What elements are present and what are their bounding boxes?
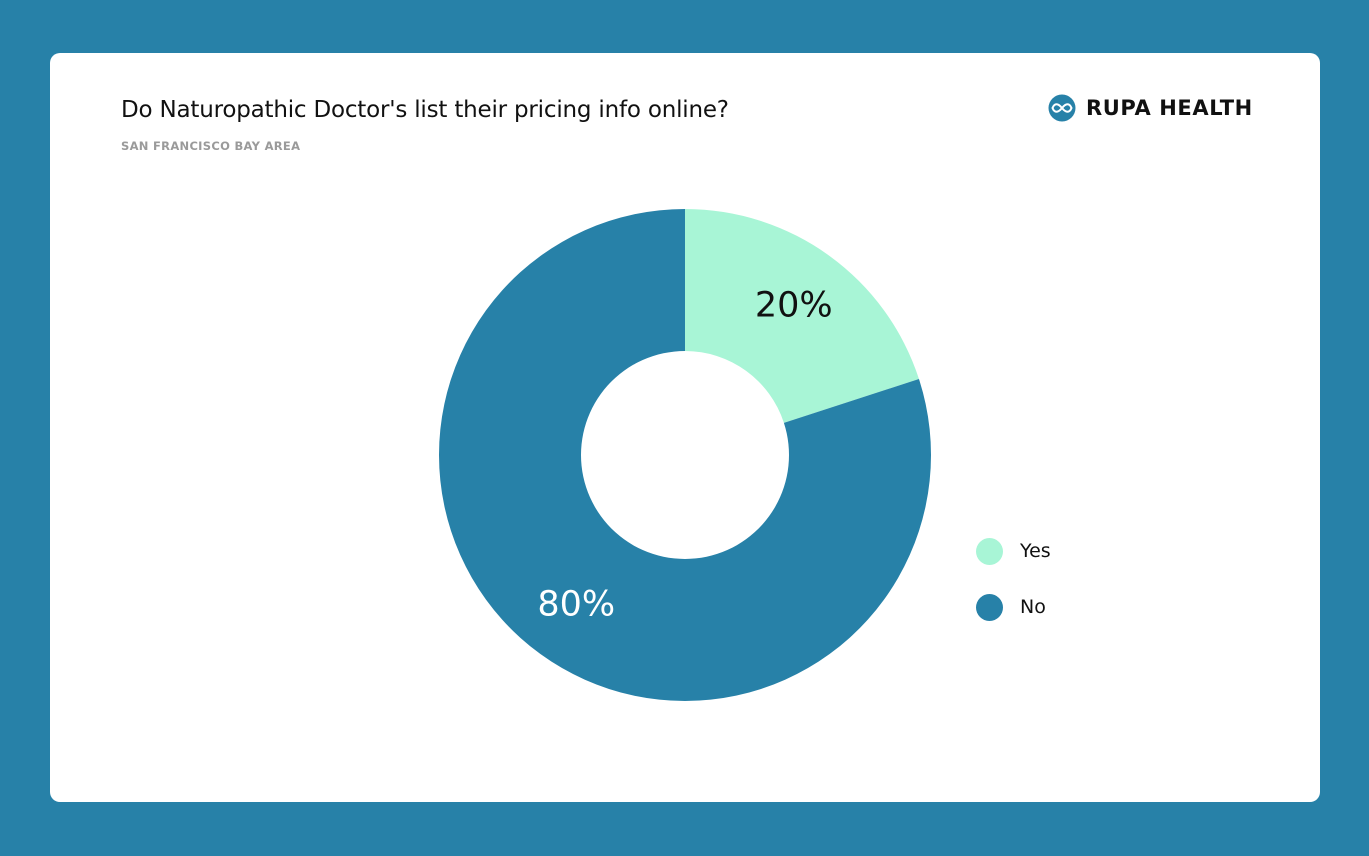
legend-swatch-yes — [976, 537, 1003, 565]
brand-name: RUPA HEALTH — [1086, 96, 1253, 120]
slice-label-yes: 20% — [755, 285, 833, 325]
chart-title: Do Naturopathic Doctor's list their pric… — [121, 97, 729, 123]
donut-slice-yes — [685, 209, 919, 423]
donut-chart: 20% 80% — [439, 209, 931, 702]
donut-slice-no — [439, 209, 931, 702]
chart-subtitle: SAN FRANCISCO BAY AREA — [121, 139, 301, 153]
infinity-logo-icon — [1048, 94, 1076, 122]
brand-logo: RUPA HEALTH — [1047, 93, 1253, 123]
legend-label-yes: Yes — [1020, 540, 1051, 562]
legend-label-no: No — [1020, 596, 1046, 618]
legend-swatch-no — [976, 593, 1003, 621]
legend-item-no: No — [976, 593, 1051, 621]
legend-item-yes: Yes — [976, 537, 1051, 565]
slice-label-no: 80% — [537, 585, 615, 625]
chart-card: Do Naturopathic Doctor's list their pric… — [50, 53, 1320, 802]
chart-legend: Yes No — [976, 537, 1051, 649]
